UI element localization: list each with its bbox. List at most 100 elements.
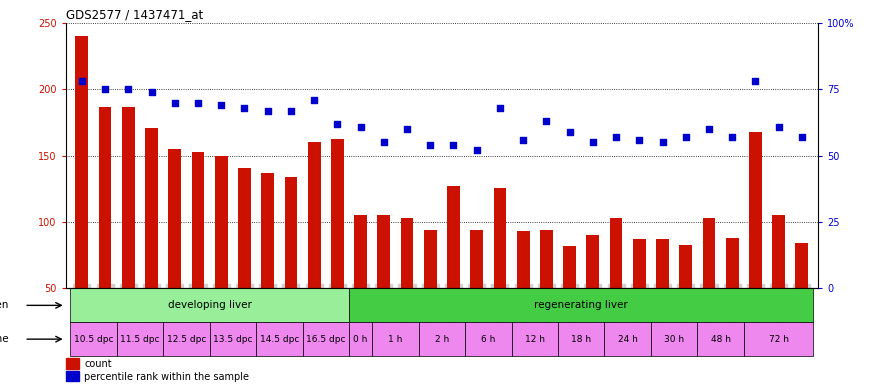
Point [493,105,507,111]
Point [122,86,136,93]
Bar [697,322,744,356]
Point [400,126,414,132]
Bar [773,215,785,355]
Text: 13.5 dpc: 13.5 dpc [214,334,253,344]
Bar [586,235,599,355]
Text: regenerating liver: regenerating liver [535,300,628,310]
Point [563,129,577,135]
Text: 12.5 dpc: 12.5 dpc [167,334,206,344]
Bar [656,239,668,355]
Bar [349,322,372,356]
Bar [303,322,349,356]
Bar [210,322,256,356]
Bar [564,246,576,355]
Bar [605,322,651,356]
Text: 6 h: 6 h [481,334,495,344]
Point [284,108,298,114]
Bar [517,232,529,355]
Text: 48 h: 48 h [710,334,731,344]
Bar [679,245,692,355]
Point [748,78,762,84]
Bar [466,322,512,356]
Bar [331,139,344,355]
Point [446,142,460,148]
Bar [744,322,814,356]
Bar [493,188,507,355]
Bar [725,238,738,355]
Point [191,99,205,106]
Bar [558,322,605,356]
Bar [99,107,111,355]
Point [144,89,158,95]
Bar [354,215,367,355]
Bar [262,173,274,355]
Bar [66,358,79,369]
Text: time: time [0,334,9,344]
Bar [540,230,553,355]
Point [794,134,808,140]
Bar [651,322,697,356]
Point [377,139,391,146]
Text: percentile rank within the sample: percentile rank within the sample [84,372,249,382]
Bar [284,177,298,355]
Point [424,142,438,148]
Text: specimen: specimen [0,300,9,310]
Point [75,78,89,84]
Bar [372,322,418,356]
Text: 30 h: 30 h [664,334,684,344]
Text: 11.5 dpc: 11.5 dpc [120,334,160,344]
Bar [122,107,135,355]
Point [539,118,553,124]
Bar [238,168,251,355]
Point [586,139,600,146]
Bar [471,230,483,355]
Text: 1 h: 1 h [388,334,402,344]
Point [516,137,530,143]
Bar [703,218,716,355]
Bar [795,243,808,355]
Text: count: count [84,359,112,369]
Text: 24 h: 24 h [618,334,638,344]
Point [354,124,367,130]
Bar [377,215,390,355]
Point [214,102,228,108]
Bar [215,156,228,355]
Bar [70,288,349,322]
Bar [424,230,437,355]
Point [725,134,739,140]
Point [655,139,669,146]
Text: 14.5 dpc: 14.5 dpc [260,334,299,344]
Bar [75,36,88,355]
Point [261,108,275,114]
Bar [418,322,466,356]
Bar [70,322,116,356]
Bar [168,149,181,355]
Point [307,97,321,103]
Bar [401,218,413,355]
Point [331,121,345,127]
Point [470,147,484,154]
Bar [512,322,558,356]
Bar [145,128,158,355]
Text: 0 h: 0 h [354,334,367,344]
Point [633,137,647,143]
Text: developing liver: developing liver [168,300,251,310]
Bar [116,322,163,356]
Bar [66,371,79,381]
Bar [349,288,814,322]
Bar [163,322,210,356]
Text: 2 h: 2 h [435,334,449,344]
Text: 18 h: 18 h [571,334,592,344]
Point [679,134,693,140]
Text: 12 h: 12 h [525,334,545,344]
Bar [749,132,762,355]
Text: 16.5 dpc: 16.5 dpc [306,334,346,344]
Bar [633,239,646,355]
Bar [256,322,303,356]
Bar [308,142,320,355]
Point [609,134,623,140]
Text: 72 h: 72 h [768,334,788,344]
Text: GDS2577 / 1437471_at: GDS2577 / 1437471_at [66,8,203,21]
Point [98,86,112,93]
Point [237,105,251,111]
